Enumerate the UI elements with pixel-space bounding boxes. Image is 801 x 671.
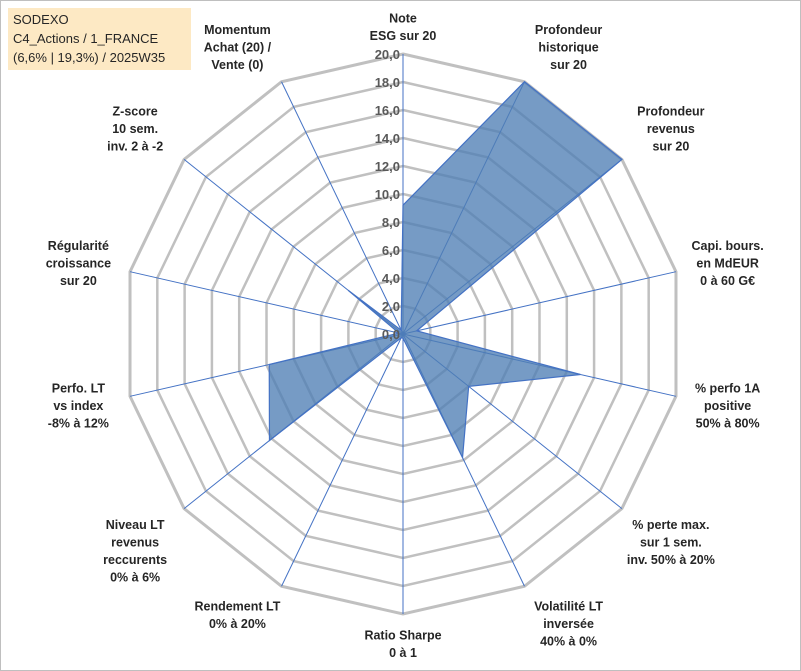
tick-label: 8,0 bbox=[382, 215, 400, 230]
axis-label-line: en MdEUR bbox=[696, 256, 759, 270]
axis-label-10: Perfo. LT vs index -8% à 12% bbox=[48, 382, 109, 431]
axis-label-0: Note ESG sur 20 bbox=[370, 12, 437, 44]
tick-label: 10,0 bbox=[375, 187, 400, 202]
axis-label-line: sur 1 sem. bbox=[640, 535, 702, 549]
spoke-3 bbox=[402, 271, 677, 335]
axis-label-7: Ratio Sharpe 0 à 1 bbox=[364, 629, 441, 661]
axis-label-line: 0% à 20% bbox=[209, 617, 266, 631]
axis-label-line: Volatilité LT bbox=[534, 599, 603, 613]
radar-tick-labels: 0,0 2,0 4,0 6,0 8,0 10,0 12,0 14,0 16,0 18,0 20,0 bbox=[375, 47, 400, 342]
axis-label-6: Volatilité LT inversée 40% à 0% bbox=[534, 599, 603, 648]
axis-label-8: Rendement LT 0% à 20% bbox=[194, 599, 280, 631]
spoke-13 bbox=[281, 81, 404, 335]
axis-label-line: positive bbox=[704, 399, 751, 413]
axis-label-line: revenus bbox=[647, 122, 695, 136]
axis-label-line: vs index bbox=[53, 399, 103, 413]
axis-label-line: 0 à 1 bbox=[389, 646, 417, 660]
axis-label-line: Z-score bbox=[113, 105, 158, 119]
axis-label-line: Perfo. LT bbox=[52, 382, 106, 396]
axis-label-11: Régularité croissance sur 20 bbox=[46, 239, 111, 288]
axis-label-line: croissance bbox=[46, 256, 111, 270]
axis-label-line: % perfo 1A bbox=[695, 382, 760, 396]
axis-label-line: inv. 2 à -2 bbox=[107, 140, 163, 154]
axis-label-line: Niveau LT bbox=[106, 518, 165, 532]
radar-axis-labels: Note ESG sur 20 Profondeur historique sur 20… bbox=[46, 12, 764, 661]
axis-label-line: inversée bbox=[543, 617, 594, 631]
axis-label-line: sur 20 bbox=[652, 140, 689, 154]
axis-label-9: Niveau LT revenus reccurents 0% à 6% bbox=[103, 518, 167, 585]
chart-title-box: SODEXO C4_Actions / 1_FRANCE (6,6% | 19,… bbox=[8, 8, 191, 70]
series-area bbox=[268, 80, 623, 460]
axis-label-line: Régularité bbox=[48, 239, 109, 253]
axis-label-line: Note bbox=[389, 12, 417, 26]
axis-label-1: Profondeur historique sur 20 bbox=[535, 23, 602, 72]
axis-label-line: sur 20 bbox=[60, 274, 97, 288]
tick-label: 6,0 bbox=[382, 243, 400, 258]
title-line-category: C4_Actions / 1_FRANCE bbox=[13, 31, 159, 46]
axis-label-line: Profondeur bbox=[637, 105, 704, 119]
axis-label-line: Vente (0) bbox=[211, 58, 263, 72]
axis-label-line: -8% à 12% bbox=[48, 417, 109, 431]
axis-label-4: % perfo 1A positive 50% à 80% bbox=[695, 382, 760, 431]
axis-label-line: revenus bbox=[111, 535, 159, 549]
axis-label-line: Capi. bours. bbox=[692, 239, 764, 253]
axis-label-line: Momentum bbox=[204, 23, 271, 37]
axis-label-line: 40% à 0% bbox=[540, 634, 597, 648]
axis-label-line: sur 20 bbox=[550, 58, 587, 72]
spoke-11 bbox=[129, 271, 404, 335]
tick-label: 14,0 bbox=[375, 131, 400, 146]
axis-label-line: inv. 50% à 20% bbox=[627, 553, 715, 567]
axis-label-5: % perte max. sur 1 sem. inv. 50% à 20% bbox=[627, 518, 715, 567]
tick-label: 0,0 bbox=[382, 327, 400, 342]
radar-series bbox=[268, 80, 623, 460]
axis-label-line: Profondeur bbox=[535, 23, 602, 37]
axis-label-line: 50% à 80% bbox=[696, 417, 760, 431]
axis-label-line: % perte max. bbox=[632, 518, 709, 532]
axis-label-line: 10 sem. bbox=[112, 122, 158, 136]
axis-label-13: Momentum Achat (20) / Vente (0) bbox=[204, 23, 272, 72]
tick-label: 20,0 bbox=[375, 47, 400, 62]
axis-label-2: Profondeur revenus sur 20 bbox=[637, 105, 704, 154]
title-line-company: SODEXO bbox=[13, 12, 69, 27]
spoke-8 bbox=[281, 333, 404, 587]
axis-label-line: ESG sur 20 bbox=[370, 29, 437, 43]
axis-label-line: Rendement LT bbox=[194, 599, 280, 613]
axis-label-line: historique bbox=[538, 41, 598, 55]
tick-label: 16,0 bbox=[375, 103, 400, 118]
tick-label: 12,0 bbox=[375, 159, 400, 174]
axis-label-3: Capi. bours. en MdEUR 0 à 60 G€ bbox=[692, 239, 764, 288]
axis-label-line: 0% à 6% bbox=[110, 570, 160, 584]
tick-label: 4,0 bbox=[382, 271, 400, 286]
title-line-period: (6,6% | 19,3%) / 2025W35 bbox=[13, 50, 166, 65]
axis-label-line: Achat (20) / bbox=[204, 41, 272, 55]
axis-label-line: Ratio Sharpe bbox=[364, 629, 441, 643]
axis-label-line: 0 à 60 G€ bbox=[700, 274, 755, 288]
tick-label: 2,0 bbox=[382, 299, 400, 314]
tick-label: 18,0 bbox=[375, 75, 400, 90]
axis-label-line: reccurents bbox=[103, 553, 167, 567]
axis-label-12: Z-score 10 sem. inv. 2 à -2 bbox=[107, 105, 163, 154]
